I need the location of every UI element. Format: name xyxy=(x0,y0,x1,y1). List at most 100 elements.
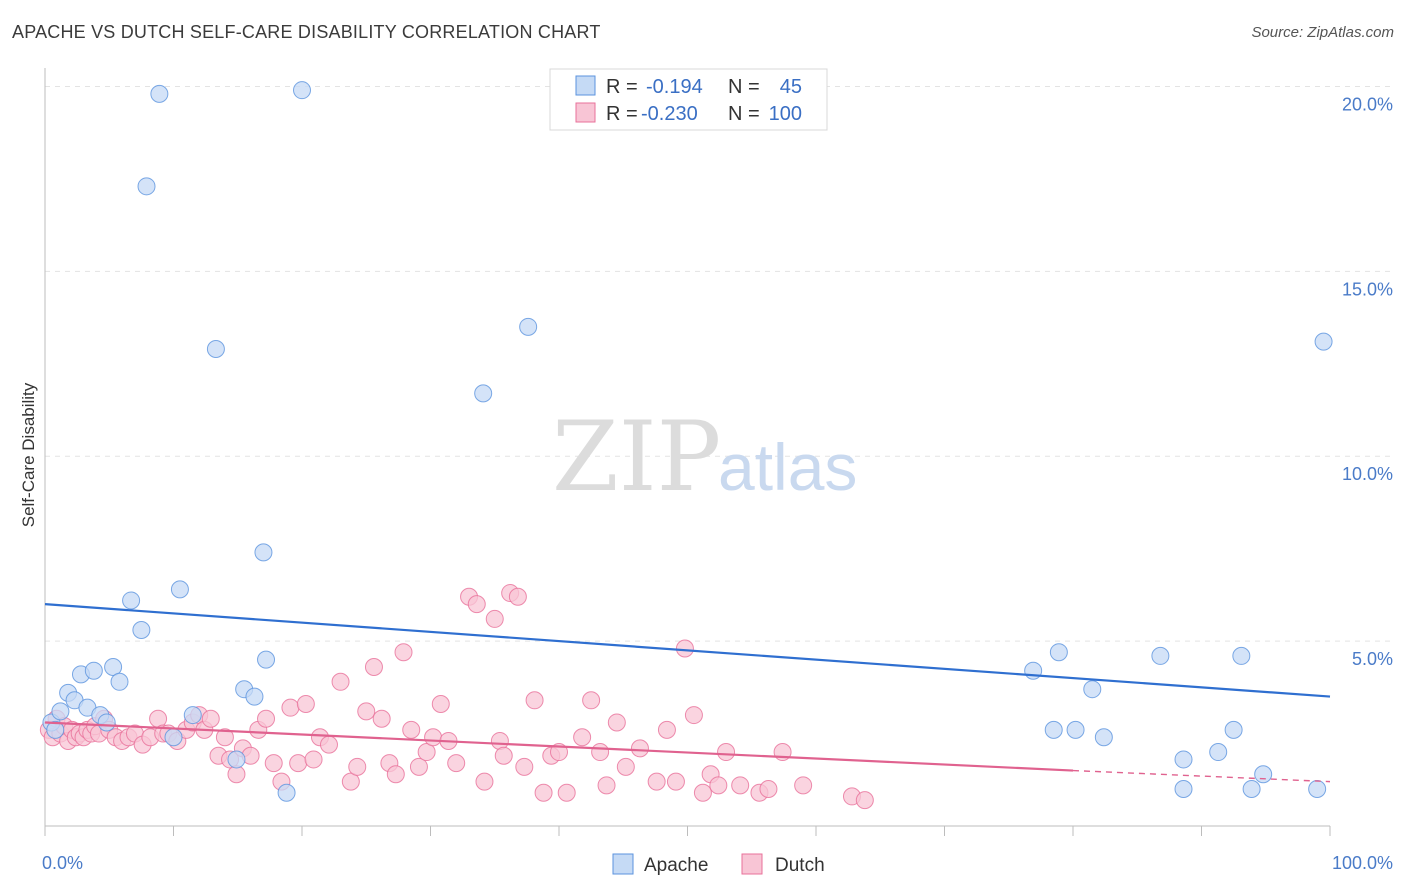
chart-title: APACHE VS DUTCH SELF-CARE DISABILITY COR… xyxy=(12,22,601,42)
apache-point xyxy=(1049,643,1068,662)
apache-legend-swatch xyxy=(575,75,596,96)
dutch-point xyxy=(475,772,494,791)
y-tick-label: 20.0% xyxy=(1342,94,1393,114)
grid-lines xyxy=(45,85,1395,642)
x-tick-label: 0.0% xyxy=(42,853,83,873)
apache-point xyxy=(519,317,538,336)
apache-point xyxy=(170,580,189,599)
apache-point xyxy=(257,650,276,669)
dutch-point xyxy=(394,643,413,662)
dutch-point xyxy=(281,698,300,717)
apache-point xyxy=(293,81,311,100)
trend-lines xyxy=(44,603,1331,783)
tick-labels: 5.0% 10.0% 15.0% 20.0% 0.0% 100.0% xyxy=(42,94,1393,873)
dutch-point xyxy=(289,754,308,773)
apache-point xyxy=(1232,646,1251,665)
dutch-point xyxy=(693,783,712,802)
dutch-point xyxy=(386,765,405,784)
apache-point xyxy=(46,720,65,739)
apache-point xyxy=(206,340,225,359)
data-points xyxy=(39,81,1333,810)
x-tick-label: 100.0% xyxy=(1332,853,1393,873)
apache-point xyxy=(183,706,202,725)
y-axis-title: Self-Care Disability xyxy=(19,382,38,527)
dutch-point xyxy=(372,709,391,728)
apache-point xyxy=(1242,780,1261,799)
dutch-point xyxy=(485,609,504,628)
dutch-point xyxy=(616,757,635,776)
dutch-point xyxy=(731,776,750,795)
apache-point xyxy=(110,672,129,691)
dutch-point xyxy=(447,754,466,773)
dutch-series-swatch xyxy=(741,853,763,875)
dutch-point xyxy=(647,772,666,791)
apache-point xyxy=(1044,720,1063,739)
apache-point xyxy=(1174,750,1193,769)
dutch-point xyxy=(666,772,685,791)
apache-point xyxy=(277,783,296,802)
apache-point xyxy=(51,702,70,721)
dutch-point xyxy=(304,750,323,769)
dutch-point xyxy=(257,709,276,728)
apache-point xyxy=(150,84,169,103)
apache-point xyxy=(1224,720,1243,739)
y-tick-label: 15.0% xyxy=(1342,279,1393,299)
dutch-point xyxy=(201,709,220,728)
dutch-point xyxy=(424,728,443,747)
y-tick-label: 5.0% xyxy=(1352,649,1393,669)
apache-n-label: N = xyxy=(728,76,760,98)
apache-point xyxy=(1066,720,1085,739)
apache-point xyxy=(84,661,103,680)
dutch-point xyxy=(264,754,283,773)
dutch-point xyxy=(348,757,367,776)
dutch-point xyxy=(409,757,428,776)
dutch-point xyxy=(630,739,649,758)
dutch-legend-swatch xyxy=(575,102,596,123)
dutch-point xyxy=(431,694,450,713)
apache-point xyxy=(132,621,151,640)
axes xyxy=(44,68,1331,836)
dutch-point xyxy=(794,776,813,795)
dutch-point xyxy=(557,783,576,802)
dutch-point xyxy=(675,639,694,658)
apache-series-swatch xyxy=(612,853,634,875)
dutch-point xyxy=(525,691,544,710)
apache-point xyxy=(122,591,141,610)
dutch-point xyxy=(402,720,421,739)
apache-r-value: -0.194 xyxy=(646,76,703,98)
stats-legend: R = -0.194 N = 45 R = -0.230 N = 100 xyxy=(549,68,828,131)
apache-point xyxy=(1254,765,1273,784)
dutch-point xyxy=(515,757,534,776)
dutch-point xyxy=(357,702,376,721)
dutch-point xyxy=(759,780,778,799)
dutch-point xyxy=(331,672,350,691)
apache-point xyxy=(474,384,493,403)
apache-series-label: Apache xyxy=(644,855,708,876)
dutch-point xyxy=(215,728,234,747)
source-label: Source: ZipAtlas.com xyxy=(1251,24,1394,41)
dutch-point xyxy=(591,743,610,762)
apache-point xyxy=(1314,332,1333,351)
apache-point xyxy=(227,750,246,769)
watermark-atlas: atlas xyxy=(718,430,857,504)
dutch-point xyxy=(319,735,338,754)
dutch-n-label: N = xyxy=(728,103,760,125)
watermark-zip: ZIP xyxy=(552,401,721,513)
apache-point xyxy=(97,713,116,732)
dutch-point xyxy=(296,694,315,713)
apache-point xyxy=(1094,728,1113,747)
apache-point xyxy=(1209,743,1228,762)
dutch-point xyxy=(490,731,509,750)
dutch-point xyxy=(494,746,513,765)
dutch-point xyxy=(582,691,601,710)
apache-r-label: R = xyxy=(606,76,638,98)
apache-point xyxy=(137,177,156,196)
dutch-n-value: 100 xyxy=(769,103,802,125)
dutch-point xyxy=(364,658,383,677)
apache-n-value: 45 xyxy=(780,76,802,98)
y-tick-label: 10.0% xyxy=(1342,464,1393,484)
apache-point xyxy=(1083,680,1102,699)
dutch-point xyxy=(717,743,736,762)
dutch-point xyxy=(597,776,616,795)
